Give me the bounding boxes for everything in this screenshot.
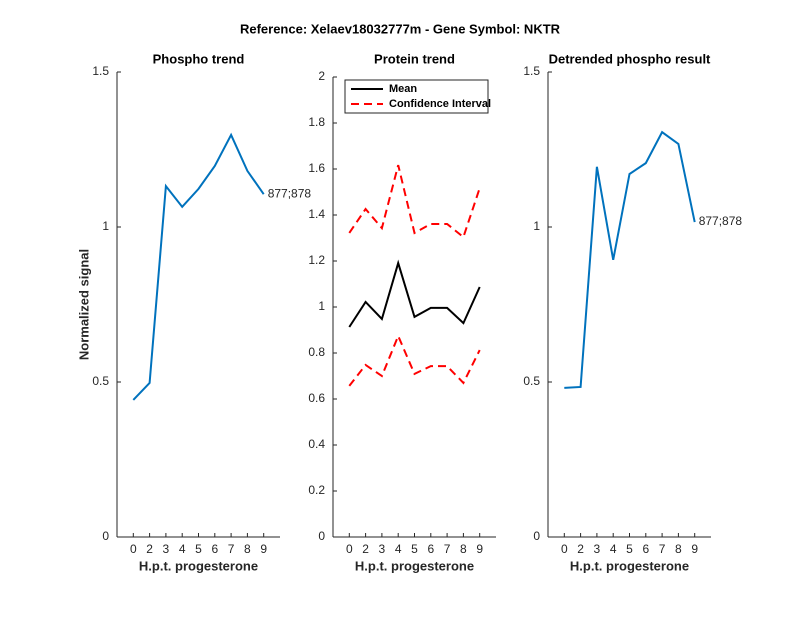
x-tick-label: 9 [260, 542, 267, 556]
line-label: 877;878 [268, 186, 312, 200]
y-tick-label: 0.6 [308, 391, 325, 405]
x-tick-label: 0 [346, 542, 353, 556]
x-axis-label: H.p.t. progesterone [355, 558, 474, 573]
y-tick-label: 2 [318, 69, 325, 83]
axes-title: Phospho trend [153, 51, 245, 66]
x-tick-label: 5 [626, 542, 633, 556]
y-tick-label: 0.4 [308, 437, 325, 451]
x-tick-label: 4 [395, 542, 402, 556]
y-tick-label: 0.5 [523, 374, 540, 388]
x-tick-label: 3 [163, 542, 170, 556]
series-line [564, 130, 696, 389]
x-axis-label: H.p.t. progesterone [139, 558, 258, 573]
x-tick-label: 7 [228, 542, 235, 556]
y-tick-label: 1.8 [308, 115, 325, 129]
series-line [348, 164, 481, 239]
x-tick-label: 2 [146, 542, 153, 556]
legend-label: Confidence Interval [389, 98, 491, 110]
axes-title: Protein trend [374, 51, 455, 66]
legend-label: Mean [389, 83, 417, 95]
x-tick-label: 9 [476, 542, 483, 556]
y-tick-label: 1.4 [308, 207, 325, 221]
series-line [132, 132, 265, 401]
series-line [348, 333, 481, 387]
y-tick-label: 1 [318, 299, 325, 313]
y-tick-label: 1 [102, 219, 109, 233]
x-tick-label: 0 [130, 542, 137, 556]
y-tick-label: 1.2 [308, 253, 325, 267]
series-line [348, 259, 481, 328]
y-tick-label: 0.5 [92, 374, 109, 388]
x-tick-label: 7 [659, 542, 666, 556]
x-tick-label: 8 [244, 542, 251, 556]
x-tick-label: 4 [179, 542, 186, 556]
y-tick-label: 0 [102, 529, 109, 543]
x-tick-label: 7 [444, 542, 451, 556]
y-tick-label: 1.5 [92, 64, 109, 78]
y-tick-label: 0 [533, 529, 540, 543]
x-tick-label: 2 [577, 542, 584, 556]
x-tick-label: 6 [642, 542, 649, 556]
legend-box [344, 79, 489, 114]
x-axis-label: H.p.t. progesterone [570, 558, 689, 573]
x-tick-label: 6 [211, 542, 218, 556]
x-tick-label: 6 [427, 542, 434, 556]
line-label: 877;878 [699, 214, 743, 228]
axes-title: Detrended phospho result [549, 51, 711, 66]
x-tick-label: 5 [411, 542, 418, 556]
y-axis-label: Normalized signal [76, 249, 91, 360]
x-tick-label: 9 [691, 542, 698, 556]
x-tick-label: 3 [594, 542, 601, 556]
x-tick-label: 2 [362, 542, 369, 556]
y-tick-label: 0.2 [308, 483, 325, 497]
y-tick-label: 0.8 [308, 345, 325, 359]
x-tick-label: 3 [379, 542, 386, 556]
x-tick-label: 8 [675, 542, 682, 556]
figure-title: Reference: Xelaev18032777m - Gene Symbol… [240, 21, 561, 36]
y-tick-label: 1.6 [308, 161, 325, 175]
y-tick-label: 0 [318, 529, 325, 543]
y-tick-label: 1 [533, 219, 540, 233]
x-tick-label: 8 [460, 542, 467, 556]
x-tick-label: 0 [561, 542, 568, 556]
x-tick-label: 4 [610, 542, 617, 556]
y-tick-label: 1.5 [523, 64, 540, 78]
x-tick-label: 5 [195, 542, 202, 556]
